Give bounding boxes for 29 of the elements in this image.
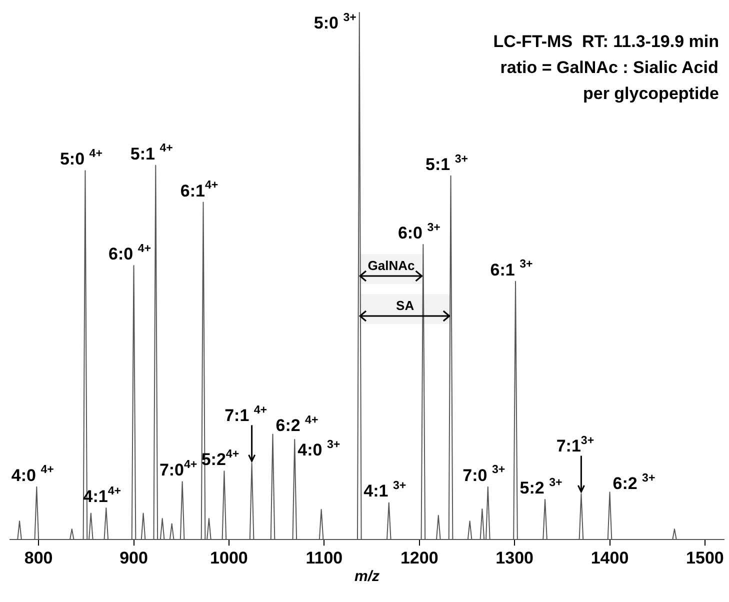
x-tick-label: 900 — [120, 548, 148, 568]
x-tick-label: 1200 — [400, 548, 438, 568]
annotation: 7:1 4+ — [224, 404, 268, 426]
annotation: 4:1 3+ — [364, 480, 406, 501]
x-tick-label: 800 — [24, 548, 53, 568]
annotation: 5:1 4+ — [130, 142, 174, 164]
annotation: 5:2 3+ — [520, 476, 563, 498]
annotation: LC-FT-MS RT: 11.3-19.9 min — [493, 32, 719, 51]
annotation: 6:2 4+ — [276, 414, 318, 436]
annotation: 5:0 3+ — [314, 12, 357, 33]
band-label: GalNAc — [368, 258, 415, 274]
annotation: 6:1 3+ — [490, 258, 533, 280]
annotation: 4:0 3+ — [298, 438, 340, 460]
x-tick-label: 1300 — [496, 548, 534, 568]
annotation: ratio = GalNAc : Sialic Acid — [500, 58, 718, 77]
annotation: 4:0 4+ — [11, 464, 54, 485]
band-label: SA — [396, 298, 415, 314]
annotation: 6:0 4+ — [108, 242, 152, 264]
annotation: 5:1 3+ — [426, 153, 468, 174]
annotation: 5:0 4+ — [60, 148, 103, 169]
x-tick-label: 1100 — [306, 548, 343, 568]
x-tick-label: 1400 — [590, 548, 629, 568]
x-axis-title: m/z — [354, 568, 380, 586]
annotation: per glycopeptide — [582, 84, 720, 103]
x-tick-label: 1000 — [210, 548, 248, 568]
annotation: 6:2 3+ — [612, 472, 656, 494]
annotation: 6:0 3+ — [398, 222, 441, 242]
annotation: 7:0 3+ — [462, 464, 506, 485]
x-tick-label: 1500 — [686, 548, 724, 568]
